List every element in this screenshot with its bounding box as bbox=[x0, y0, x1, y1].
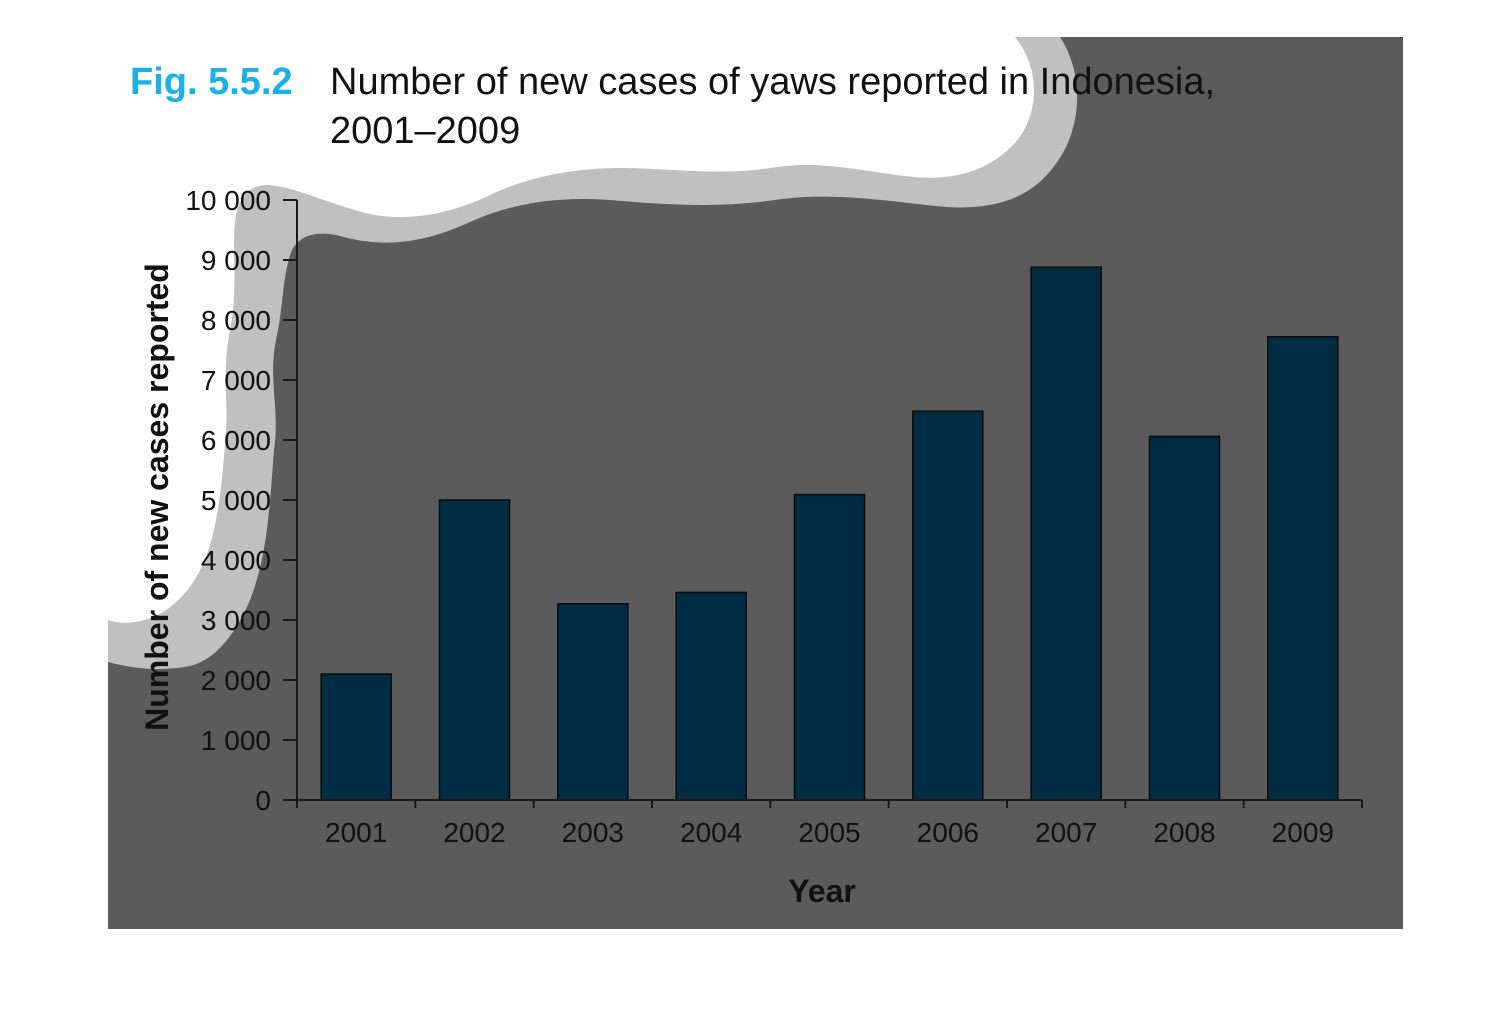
y-tick-label: 6 000 bbox=[201, 425, 271, 456]
bar-2009 bbox=[1267, 336, 1339, 801]
bar-2001 bbox=[320, 673, 392, 801]
y-tick-label: 10 000 bbox=[185, 185, 271, 216]
y-tick-label: 8 000 bbox=[201, 305, 271, 336]
bar-2004 bbox=[675, 591, 747, 801]
y-axis-title: Number of new cases reported bbox=[139, 263, 175, 731]
y-tick-label: 4 000 bbox=[201, 545, 271, 576]
x-tick-label: 2002 bbox=[443, 817, 505, 848]
bar-2007 bbox=[1030, 266, 1102, 801]
bars bbox=[320, 266, 1339, 801]
x-axis-title: Year bbox=[788, 873, 856, 909]
x-tick-label: 2007 bbox=[1035, 817, 1097, 848]
bar-2003 bbox=[557, 603, 629, 801]
bar-2002 bbox=[438, 499, 511, 801]
x-tick-label: 2009 bbox=[1272, 817, 1334, 848]
axes: 0 1 000 2 000 3 000 4 000 5 000 6 000 7 000 8 00… bbox=[185, 185, 1363, 848]
y-tick-label: 3 000 bbox=[201, 605, 271, 636]
figure-number: Fig. 5.5.2 bbox=[130, 61, 293, 103]
title-cloud bbox=[108, 37, 1034, 623]
x-tick-label: 2005 bbox=[798, 817, 860, 848]
x-tick-label: 2004 bbox=[680, 817, 742, 848]
y-tick-label: 9 000 bbox=[201, 245, 271, 276]
bar-2006 bbox=[912, 410, 984, 801]
x-tick-label: 2003 bbox=[562, 817, 624, 848]
figure-title-line1: Number of new cases of yaws reported in … bbox=[330, 61, 1215, 103]
y-tick-label: 1 000 bbox=[201, 725, 271, 756]
figure-title-line2: 2001–2009 bbox=[330, 110, 520, 152]
x-tick-label: 2001 bbox=[325, 817, 387, 848]
bar-2005 bbox=[793, 493, 866, 801]
x-tick-label: 2008 bbox=[1153, 817, 1215, 848]
x-tick-label: 2006 bbox=[917, 817, 979, 848]
y-tick-label: 2 000 bbox=[201, 665, 271, 696]
y-tick-label: 0 bbox=[255, 785, 271, 816]
bar-2008 bbox=[1148, 435, 1221, 801]
y-tick-label: 5 000 bbox=[201, 485, 271, 516]
y-tick-label: 7 000 bbox=[201, 365, 271, 396]
